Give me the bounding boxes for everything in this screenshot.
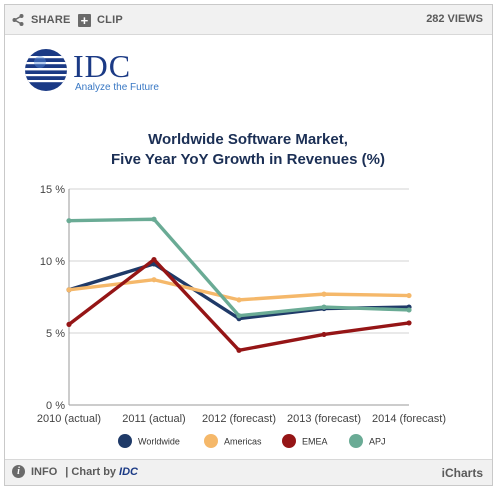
gridlines [69, 188, 409, 406]
share-button[interactable]: SHARE [11, 12, 71, 28]
y-tick-label: 10 % [40, 256, 65, 268]
chart-title: Worldwide Software Market, [148, 131, 348, 148]
legend-label[interactable]: Americas [224, 437, 262, 447]
data-point-apj[interactable] [406, 307, 412, 313]
legend-label[interactable]: EMEA [302, 437, 328, 447]
axes: 0 % 5 % 10 % 15 % 2010 (actual) 2011 (actual)… [37, 184, 446, 425]
data-point-emea[interactable] [406, 320, 412, 326]
views-label: VIEWS [447, 13, 483, 25]
data-point-emea[interactable] [321, 331, 327, 338]
legend-label[interactable]: Worldwide [138, 437, 180, 447]
y-tick-label: 5 % [46, 328, 65, 340]
share-label: SHARE [31, 14, 71, 26]
idc-globe-icon [25, 49, 67, 91]
data-point-americas[interactable] [66, 287, 72, 293]
data-point-emea[interactable] [151, 256, 157, 263]
series-line-worldwide[interactable] [67, 262, 411, 321]
legend-marker[interactable] [349, 434, 363, 448]
y-tick-label: 0 % [46, 400, 65, 412]
widget-toolbar: SHARE + CLIP 282 VIEWS [5, 5, 492, 35]
data-point-americas[interactable] [321, 291, 327, 297]
views-counter: 282 VIEWS [426, 13, 483, 25]
data-point-americas[interactable] [151, 277, 157, 283]
data-point-apj[interactable] [321, 304, 327, 310]
views-count: 282 [426, 13, 445, 25]
x-tick-label: 2013 (forecast) [287, 413, 361, 425]
legend-label[interactable]: APJ [369, 437, 386, 447]
x-tick-label: 2012 (forecast) [202, 413, 276, 425]
chart-credit: | Chart by IDC [65, 466, 138, 478]
y-tick-label: 15 % [40, 184, 65, 196]
data-point-apj[interactable] [236, 313, 242, 319]
icharts-brand[interactable]: iCharts [441, 466, 483, 480]
info-icon: i [12, 465, 25, 478]
clip-label: CLIP [97, 14, 123, 26]
series-lines [66, 216, 412, 353]
info-button[interactable]: i INFO | Chart by IDC [12, 465, 138, 478]
chart-by-label: | Chart by [65, 465, 117, 478]
data-point-emea[interactable] [236, 347, 242, 353]
chart-by-brand: IDC [119, 465, 138, 478]
chart-widget: SHARE + CLIP 282 VIEWS IDC Analyze th [4, 4, 493, 486]
chart-area: Worldwide Software Market, Five Year YoY… [5, 105, 492, 458]
data-point-emea[interactable] [66, 321, 72, 327]
x-tick-label: 2011 (actual) [122, 413, 185, 425]
chart-subtitle: Five Year YoY Growth in Revenues (%) [111, 151, 385, 168]
plus-icon: + [78, 13, 91, 27]
logo-header: IDC Analyze the Future [5, 35, 492, 135]
legend-marker[interactable] [118, 434, 132, 448]
legend-marker[interactable] [204, 434, 218, 448]
legend-marker[interactable] [282, 434, 296, 448]
clip-button[interactable]: + CLIP [78, 12, 123, 28]
data-point-apj[interactable] [151, 216, 157, 222]
data-point-americas[interactable] [236, 297, 242, 303]
series-line-americas[interactable] [67, 278, 411, 302]
data-point-americas[interactable] [406, 292, 412, 299]
widget-footer: i INFO | Chart by IDC iCharts [5, 459, 492, 485]
legend: Worldwide Americas EMEA APJ [118, 434, 386, 448]
data-point-apj[interactable] [66, 218, 72, 224]
line-chart: Worldwide Software Market, Five Year YoY… [37, 131, 446, 448]
share-icon [12, 14, 24, 26]
x-tick-label: 2010 (actual) [37, 413, 101, 425]
x-tick-label: 2014 (forecast) [372, 413, 446, 425]
logo-tagline: Analyze the Future [75, 82, 159, 93]
info-label: INFO [31, 465, 58, 478]
logo-wordmark: IDC [73, 48, 132, 84]
